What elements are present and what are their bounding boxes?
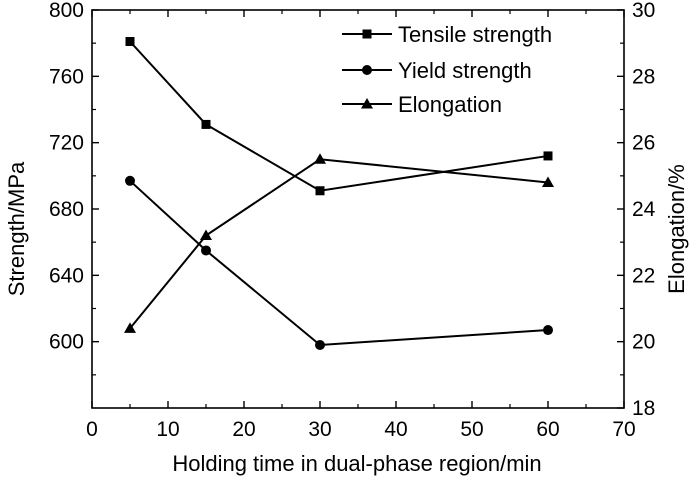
right-y-tick-label: 20 [632, 331, 655, 354]
tensile-strength-point [543, 151, 553, 161]
legend-tensile-strength-marker [362, 29, 372, 39]
tensile-strength-point [315, 186, 325, 196]
x-tick-label: 10 [156, 418, 179, 441]
right-y-tick-label: 26 [632, 132, 655, 155]
left-y-axis-title: Strength/MPa [4, 161, 29, 296]
x-tick-label: 70 [612, 418, 635, 441]
left-y-tick-label: 680 [49, 198, 84, 221]
left-y-tick-label: 600 [49, 331, 84, 354]
tensile-strength-line [129, 40, 549, 192]
yield-strength-point [125, 175, 135, 186]
left-y-tick-label: 800 [49, 0, 84, 22]
yield-strength-line [129, 180, 549, 347]
x-tick-label: 50 [460, 418, 483, 441]
legend-elongation-label: Elongation [398, 92, 502, 117]
elongation-line [129, 158, 549, 330]
elongation-point [542, 176, 554, 187]
elongation-point [200, 229, 212, 241]
tensile-strength-point [125, 37, 135, 47]
left-y-tick-label: 640 [49, 264, 84, 287]
elongation-point [124, 322, 136, 333]
right-y-axis-title: Elongation/% [664, 164, 689, 294]
right-y-tick-label: 18 [632, 397, 655, 420]
right-y-tick-label: 24 [632, 198, 656, 221]
x-tick-label: 60 [536, 418, 559, 441]
right-y-tick-label: 22 [632, 264, 655, 287]
x-tick-label: 40 [384, 418, 407, 441]
left-y-tick-label: 720 [49, 132, 84, 155]
x-tick-label: 30 [308, 418, 331, 441]
elongation-point [314, 153, 326, 164]
legend-tensile-strength-label: Tensile strength [398, 22, 552, 47]
x-tick-label: 0 [86, 418, 98, 441]
legend-yield-strength-marker [362, 65, 372, 75]
right-y-tick-label: 30 [632, 0, 655, 22]
yield-strength-point [543, 325, 553, 336]
yield-strength-point [201, 245, 211, 256]
x-tick-label: 20 [232, 418, 255, 441]
tensile-strength-point [201, 119, 211, 129]
yield-strength-point [315, 339, 325, 350]
legend-elongation-marker [361, 98, 373, 109]
x-axis-title: Holding time in dual-phase region/min [172, 451, 541, 476]
legend-yield-strength-label: Yield strength [398, 58, 532, 83]
right-y-tick-label: 28 [632, 65, 655, 88]
left-y-tick-label: 760 [49, 65, 84, 88]
